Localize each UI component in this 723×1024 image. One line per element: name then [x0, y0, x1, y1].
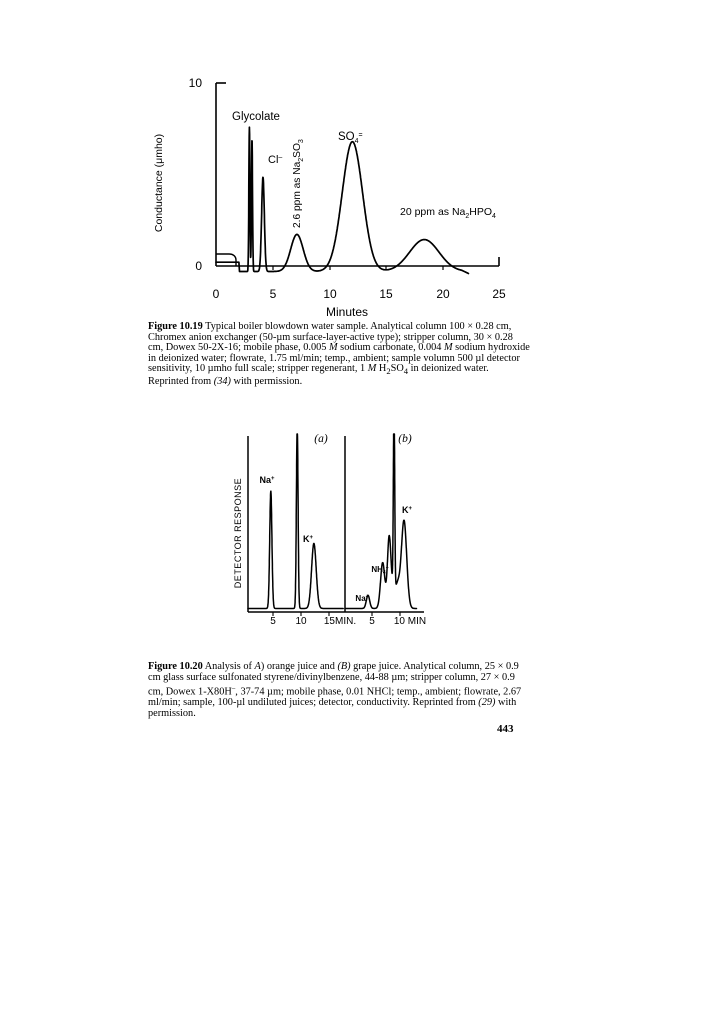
svg-text:0: 0 — [195, 259, 202, 273]
svg-text:(b): (b) — [398, 433, 412, 445]
svg-text:5: 5 — [270, 616, 276, 627]
svg-text:Glycolate: Glycolate — [232, 111, 280, 123]
svg-text:10: 10 — [189, 76, 203, 90]
svg-text:15MIN.: 15MIN. — [324, 616, 356, 627]
svg-text:Na+: Na+ — [259, 475, 275, 485]
svg-text:5: 5 — [270, 287, 277, 301]
svg-text:Cl–: Cl– — [268, 154, 282, 166]
svg-text:20: 20 — [436, 287, 450, 301]
svg-text:K+: K+ — [402, 505, 413, 515]
svg-text:Conductance (μmho): Conductance (μmho) — [153, 134, 165, 232]
svg-text:10: 10 — [295, 616, 307, 627]
svg-text:10 MIN: 10 MIN — [394, 616, 426, 627]
svg-text:DETECTOR RESPONSE: DETECTOR RESPONSE — [233, 478, 243, 588]
svg-text:0: 0 — [213, 287, 220, 301]
svg-text:SO4=: SO4= — [338, 131, 363, 145]
svg-text:K+: K+ — [303, 534, 314, 544]
svg-text:(a): (a) — [314, 433, 328, 445]
svg-text:Minutes: Minutes — [326, 305, 368, 319]
svg-text:10: 10 — [323, 287, 337, 301]
svg-text:2.6 ppm as Na2SO3: 2.6 ppm as Na2SO3 — [292, 139, 305, 228]
svg-text:15: 15 — [379, 287, 393, 301]
svg-text:25: 25 — [492, 287, 506, 301]
svg-text:20 ppm as Na2HPO4: 20 ppm as Na2HPO4 — [400, 206, 496, 220]
svg-text:5: 5 — [369, 616, 375, 627]
